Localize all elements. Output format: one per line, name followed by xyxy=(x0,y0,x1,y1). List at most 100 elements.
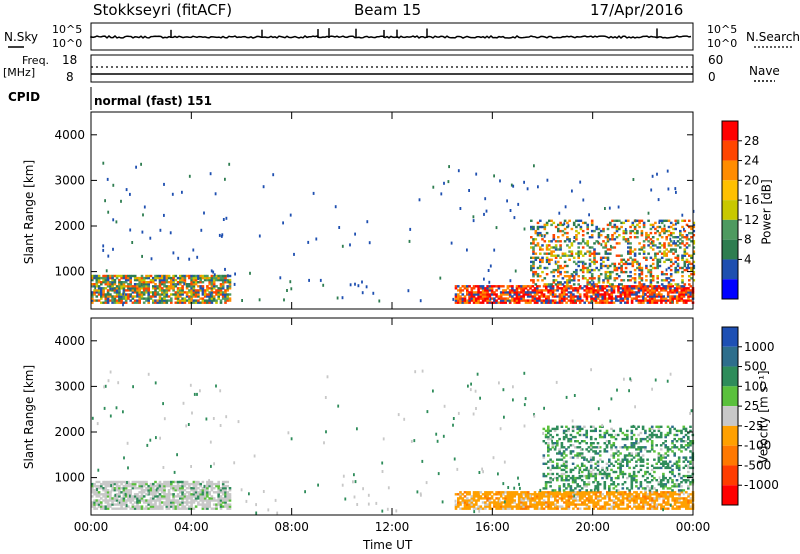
range-gate-cell xyxy=(687,485,690,488)
range-gate-cell xyxy=(556,287,559,290)
range-gate-cell xyxy=(637,495,641,498)
range-gate-cell xyxy=(459,503,462,506)
range-gate-cell xyxy=(560,297,564,300)
range-gate-cell xyxy=(149,438,152,442)
range-gate-cell xyxy=(520,289,523,292)
range-gate-cell xyxy=(622,221,626,225)
range-gate-cell xyxy=(660,293,663,296)
range-gate-cell xyxy=(534,229,538,233)
range-gate-cell xyxy=(569,437,573,441)
range-gate-cell xyxy=(642,499,645,502)
range-gate-cell xyxy=(671,485,674,488)
range-gate-cell xyxy=(602,260,605,264)
range-gate-cell xyxy=(165,287,169,290)
range-gate-cell xyxy=(185,491,189,494)
range-gate-cell xyxy=(526,293,530,296)
range-gate-cell xyxy=(680,491,684,494)
range-gate-cell xyxy=(567,285,571,288)
range-gate-cell xyxy=(109,503,112,506)
range-gate-cell xyxy=(580,487,584,490)
range-gate-cell xyxy=(630,299,634,302)
range-gate-cell xyxy=(191,411,193,415)
range-gate-cell xyxy=(565,287,568,290)
range-gate-cell xyxy=(457,289,460,292)
range-gate-cell xyxy=(122,507,126,510)
range-gate-cell xyxy=(688,279,691,282)
range-gate-cell xyxy=(488,289,492,292)
range-gate-cell xyxy=(577,256,580,259)
range-gate-cell xyxy=(557,227,560,231)
range-gate-cell xyxy=(518,482,520,486)
range-gate-cell xyxy=(183,493,187,496)
range-gate-cell xyxy=(131,241,134,244)
range-gate-cell xyxy=(617,474,620,478)
range-gate-cell xyxy=(646,476,649,480)
range-gate-cell xyxy=(593,250,596,253)
range-gate-cell xyxy=(499,299,503,302)
range-gate-cell xyxy=(606,503,609,506)
range-gate-cell xyxy=(550,283,553,286)
range-gate-cell xyxy=(212,295,216,298)
range-gate-cell xyxy=(165,274,169,278)
range-gate-cell xyxy=(574,299,577,303)
range-gate-cell xyxy=(679,266,682,270)
range-gate-cell xyxy=(554,499,557,502)
range-gate-cell xyxy=(689,462,692,465)
range-gate-cell xyxy=(534,273,538,276)
range-gate-cell xyxy=(493,297,496,300)
range-gate-cell xyxy=(653,291,656,294)
range-gate-cell xyxy=(93,501,96,504)
range-gate-cell xyxy=(588,258,592,261)
range-gate-cell xyxy=(104,278,108,282)
range-gate-cell xyxy=(559,273,562,276)
range-gate-cell xyxy=(601,289,604,292)
colorbar-swatch xyxy=(722,425,738,446)
range-gate-cell xyxy=(199,301,202,304)
range-gate-cell xyxy=(681,213,684,217)
range-gate-cell xyxy=(632,472,636,476)
range-gate-cell xyxy=(129,285,132,288)
range-gate-cell xyxy=(127,466,129,470)
range-gate-cell xyxy=(210,495,214,498)
range-gate-cell xyxy=(637,295,641,298)
range-gate-cell xyxy=(120,297,123,300)
range-gate-cell xyxy=(115,507,119,510)
range-gate-cell xyxy=(174,501,178,504)
range-gate-cell xyxy=(515,505,519,508)
range-gate-cell xyxy=(677,466,681,470)
range-gate-cell xyxy=(585,489,588,492)
range-gate-cell xyxy=(158,505,162,508)
range-gate-cell xyxy=(687,503,690,506)
range-gate-cell xyxy=(517,476,519,480)
range-gate-cell xyxy=(617,505,620,508)
range-gate-cell xyxy=(617,497,620,500)
range-gate-cell xyxy=(639,499,643,502)
range-gate-cell xyxy=(470,497,474,500)
range-gate-cell xyxy=(617,458,620,461)
range-gate-cell xyxy=(152,493,155,496)
range-gate-cell xyxy=(567,287,571,290)
range-gate-cell xyxy=(629,242,632,245)
range-gate-cell xyxy=(692,250,696,253)
range-gate-cell xyxy=(170,501,173,504)
range-gate-cell xyxy=(649,223,653,227)
range-gate-cell xyxy=(163,297,166,300)
range-gate-cell xyxy=(692,240,696,243)
range-gate-cell xyxy=(620,279,623,282)
range-gate-cell xyxy=(651,242,655,245)
range-gate-cell xyxy=(679,234,682,237)
range-gate-cell xyxy=(127,484,130,488)
range-gate-cell xyxy=(618,219,621,222)
range-gate-cell xyxy=(457,293,460,296)
range-gate-cell xyxy=(687,464,690,467)
range-gate-cell xyxy=(506,285,510,288)
range-gate-cell xyxy=(118,287,121,290)
range-gate-cell xyxy=(539,488,542,492)
range-gate-cell xyxy=(567,299,571,302)
colorbar-swatch xyxy=(722,239,738,260)
range-gate-cell xyxy=(601,297,604,300)
range-gate-cell xyxy=(635,448,638,451)
range-gate-cell xyxy=(669,297,672,300)
range-gate-cell xyxy=(681,279,684,282)
range-gate-cell xyxy=(215,482,218,486)
